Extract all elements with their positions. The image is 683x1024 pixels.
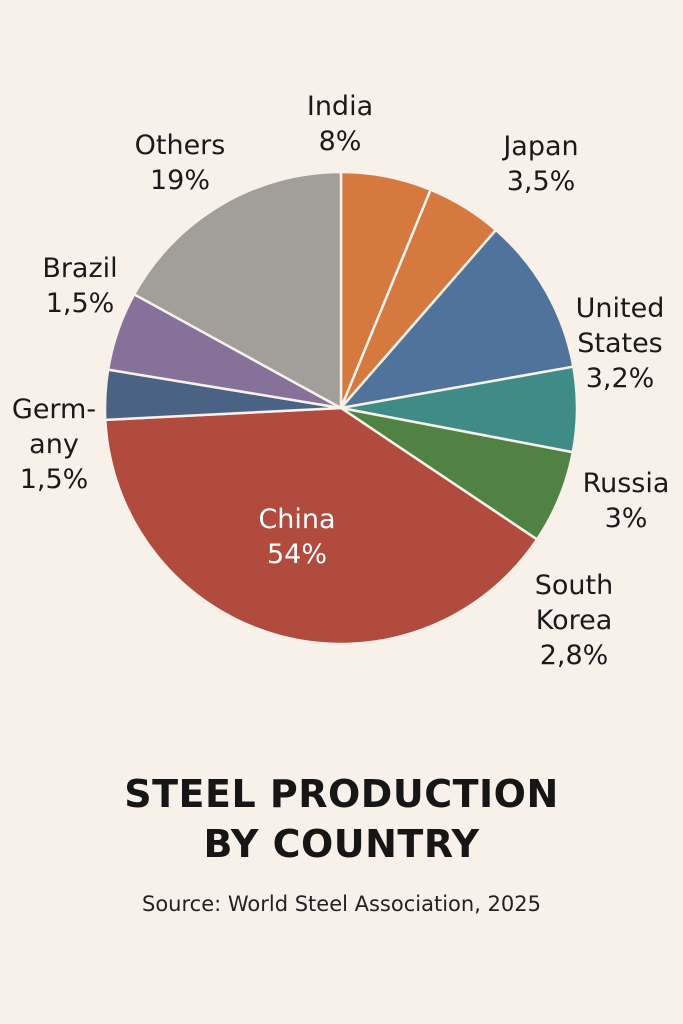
slice-label-line: 1,5% <box>46 288 115 319</box>
slice-label-line: 1,5% <box>20 464 89 495</box>
slice-label-united-states: United States 3,2% <box>576 293 665 394</box>
slice-label-line: India <box>307 91 373 122</box>
slice-label-line: United <box>576 293 665 324</box>
slice-label-japan: Japan 3,5% <box>501 131 578 197</box>
pie-slice-china <box>104 406 539 646</box>
slice-label-south-korea: South Korea 2,8% <box>535 570 613 671</box>
slice-label-line: 8% <box>319 126 362 157</box>
pie-chart: India 8% Japan 3,5% United States 3,2% Russia 3%… <box>12 91 670 671</box>
slice-label-others: Others 19% <box>135 130 226 196</box>
slice-label-china: China 54% <box>258 504 335 570</box>
chart-title-line-1: STEEL PRODUCTION <box>124 772 559 816</box>
chart-title-line-2: BY COUNTRY <box>203 822 480 866</box>
pie-slice-others <box>132 170 343 410</box>
slice-label-line: 3% <box>605 503 648 534</box>
slice-label-line: Japan <box>501 131 578 162</box>
slice-label-line: 3,2% <box>586 363 655 394</box>
slice-label-india: India 8% <box>307 91 373 157</box>
slice-label-line: 54% <box>267 539 327 570</box>
slice-label-line: 2,8% <box>540 640 609 671</box>
slice-label-line: 3,5% <box>507 166 576 197</box>
slice-label-line: South <box>535 570 613 601</box>
slice-label-line: Russia <box>583 468 670 499</box>
slice-label-germany: Germ-any 1,5% <box>12 394 96 495</box>
slice-label-line: 19% <box>150 165 210 196</box>
chart-source: Source: World Steel Association, 2025 <box>141 892 541 916</box>
slice-label-line: States <box>577 328 663 359</box>
slice-labels: India 8% Japan 3,5% United States 3,2% Russia 3%… <box>12 91 670 671</box>
slice-label-line: China <box>258 504 335 535</box>
slice-label-line: any <box>29 429 79 460</box>
slice-label-line: Brazil <box>42 253 117 284</box>
slice-label-line: Others <box>135 130 226 161</box>
slice-label-line: Korea <box>536 605 613 636</box>
slice-label-brazil: Brazil 1,5% <box>42 253 117 319</box>
pie-slice-united-states <box>339 228 575 410</box>
pie-slices <box>103 170 579 646</box>
slice-label-line: Germ- <box>12 394 96 425</box>
slice-label-russia: Russia 3% <box>583 468 670 534</box>
